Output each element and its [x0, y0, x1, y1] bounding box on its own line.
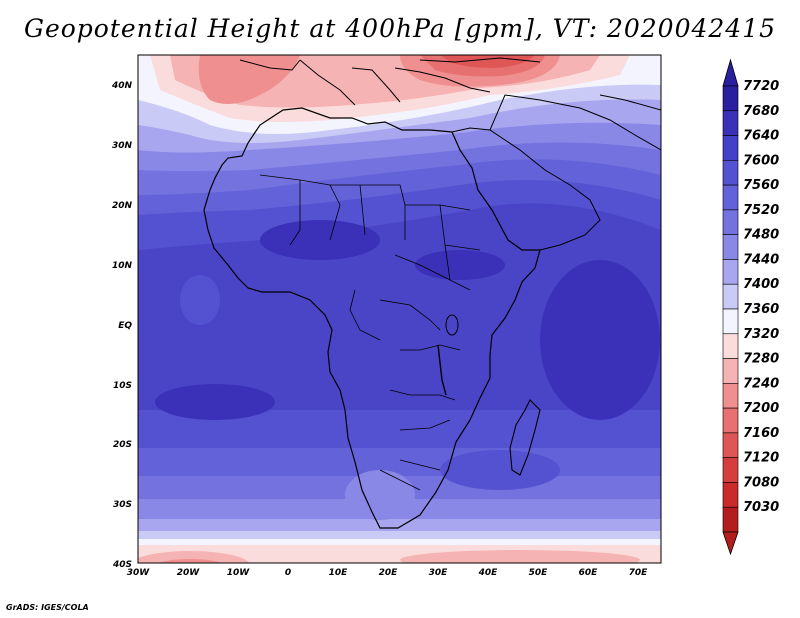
colorbar-label: 7560: [743, 178, 779, 193]
colorbar-swatch: [722, 110, 739, 136]
colorbar-swatch: [722, 234, 739, 260]
colorbar: 7720 7680 7640 7600 7560 7520 7480 7440 7400 7360…: [722, 58, 779, 556]
lat-tick-label: 10N: [112, 261, 133, 271]
colorbar-label: 7120: [743, 451, 779, 466]
map-frame: [137, 54, 662, 564]
credit-label: GrADS: IGES/COLA: [6, 603, 89, 612]
colorbar-label: 7480: [743, 228, 779, 243]
lat-tick-label: EQ: [118, 321, 132, 331]
colorbar-swatch: [722, 135, 739, 161]
lon-tick-label: 0: [285, 568, 291, 578]
colorbar-arrow-bottom: [722, 531, 739, 556]
colorbar-label: 7160: [743, 426, 779, 441]
colorbar-swatch: [722, 209, 739, 235]
colorbar-swatch: [722, 259, 739, 285]
lon-tick-label: 50E: [529, 568, 549, 578]
lon-tick-label: 30E: [429, 568, 449, 578]
colorbar-label: 7720: [743, 79, 779, 94]
colorbar-label: 7400: [743, 277, 779, 292]
colorbar-swatch: [722, 506, 739, 533]
colorbar-label: 7240: [743, 376, 779, 391]
colorbar-label: 7600: [743, 153, 779, 168]
colorbar-swatch: [722, 432, 739, 458]
colorbar-label: 7080: [743, 475, 779, 490]
lon-tick-label: 10W: [227, 568, 251, 578]
colorbar-arrow-top: [722, 58, 739, 87]
colorbar-label: 7320: [743, 327, 779, 342]
colorbar-swatch: [722, 160, 739, 186]
colorbar-swatch: [722, 85, 739, 112]
colorbar-label: 7030: [743, 500, 779, 515]
colorbar-swatch: [722, 333, 739, 359]
lat-tick-label: 30N: [112, 141, 133, 151]
lon-tick-label: 20E: [379, 568, 399, 578]
colorbar-swatch: [722, 308, 739, 335]
lon-tick-label: 10E: [329, 568, 349, 578]
colorbar-swatch: [722, 457, 739, 483]
lat-tick-label: 10S: [113, 381, 132, 391]
colorbar-label: 7280: [743, 352, 779, 367]
map-axes: 30W 20W 10W 0 10E 20E 30E 40E 50E 60E 70…: [111, 81, 648, 578]
colorbar-swatch: [722, 283, 739, 310]
lat-tick-label: 40N: [111, 81, 133, 91]
lat-tick-label: 30S: [113, 500, 132, 510]
lat-ticks: 40N 30N 20N 10N EQ 10S 20S 30S 40S: [111, 81, 133, 570]
lat-tick-label: 20N: [112, 201, 133, 211]
colorbar-label: 7640: [743, 129, 779, 144]
lat-tick-label: 20S: [113, 440, 132, 450]
colorbar-label: 7360: [743, 302, 779, 317]
colorbar-label: 7520: [743, 203, 779, 218]
colorbar-label: 7200: [743, 401, 779, 416]
map-panel: [138, 55, 661, 563]
lon-tick-label: 30W: [127, 568, 151, 578]
colorbar-label: 7680: [743, 104, 779, 119]
colorbar-swatch: [722, 358, 739, 384]
lon-ticks: 30W 20W 10W 0 10E 20E 30E 40E 50E 60E 70…: [127, 568, 648, 578]
colorbar-swatch: [722, 407, 739, 434]
lon-tick-label: 40E: [478, 568, 499, 578]
colorbar-swatch: [722, 383, 739, 409]
lon-tick-label: 70E: [629, 568, 649, 578]
colorbar-label: 7440: [743, 252, 779, 267]
colorbar-swatch: [722, 184, 739, 211]
colorbar-swatch: [722, 482, 739, 508]
map-title: Geopotential Height at 400hPa [gpm], VT:…: [23, 14, 777, 43]
lon-tick-label: 20W: [177, 568, 201, 578]
lat-tick-label: 40S: [112, 560, 132, 570]
lon-tick-label: 60E: [579, 568, 599, 578]
